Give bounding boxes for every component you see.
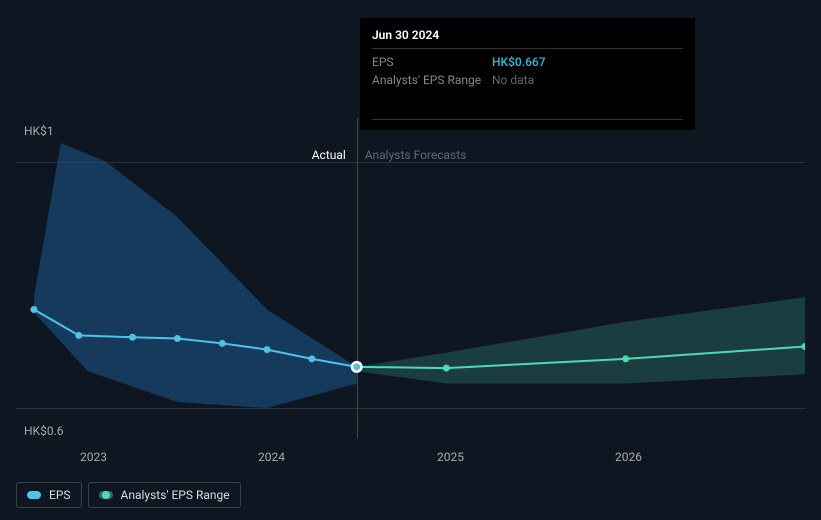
eps-chart bbox=[16, 143, 805, 439]
eps-marker bbox=[219, 340, 226, 347]
x-axis-label: 2023 bbox=[80, 450, 107, 464]
x-axis-label: 2024 bbox=[258, 450, 285, 464]
legend-item[interactable]: Analysts' EPS Range bbox=[88, 482, 241, 508]
eps-marker bbox=[30, 306, 37, 313]
eps-marker bbox=[308, 355, 315, 362]
tooltip-value: HK$0.667 bbox=[492, 55, 546, 69]
legend-dot-icon bbox=[102, 491, 110, 499]
legend-swatch bbox=[27, 491, 41, 499]
legend-label: Analysts' EPS Range bbox=[121, 488, 230, 502]
eps-marker bbox=[264, 346, 271, 353]
tooltip-row: EPSHK$0.667 bbox=[372, 53, 683, 71]
legend-label: EPS bbox=[49, 488, 71, 502]
eps-marker bbox=[129, 334, 136, 341]
chart-tooltip: Jun 30 2024 EPSHK$0.667Analysts' EPS Ran… bbox=[360, 18, 695, 130]
eps-marker bbox=[622, 355, 629, 362]
legend-swatch bbox=[99, 491, 113, 499]
tooltip-date: Jun 30 2024 bbox=[372, 28, 683, 49]
legend: EPS Analysts' EPS Range bbox=[16, 482, 241, 508]
eps-range-actual bbox=[34, 143, 357, 408]
eps-range-forecast bbox=[357, 297, 805, 383]
highlight-marker-inner bbox=[353, 363, 360, 370]
tooltip-row: Analysts' EPS RangeNo data bbox=[372, 71, 683, 89]
y-axis-label: HK$1 bbox=[24, 124, 54, 138]
x-axis-label: 2025 bbox=[437, 450, 464, 464]
tooltip-label: Analysts' EPS Range bbox=[372, 73, 492, 87]
legend-item[interactable]: EPS bbox=[16, 482, 82, 508]
x-axis-label: 2026 bbox=[615, 450, 642, 464]
tooltip-separator bbox=[372, 119, 683, 120]
legend-dot-icon bbox=[30, 491, 38, 499]
tooltip-value: No data bbox=[492, 73, 534, 87]
eps-marker bbox=[443, 365, 450, 372]
eps-marker bbox=[75, 332, 82, 339]
tooltip-label: EPS bbox=[372, 55, 492, 69]
eps-marker bbox=[174, 335, 181, 342]
